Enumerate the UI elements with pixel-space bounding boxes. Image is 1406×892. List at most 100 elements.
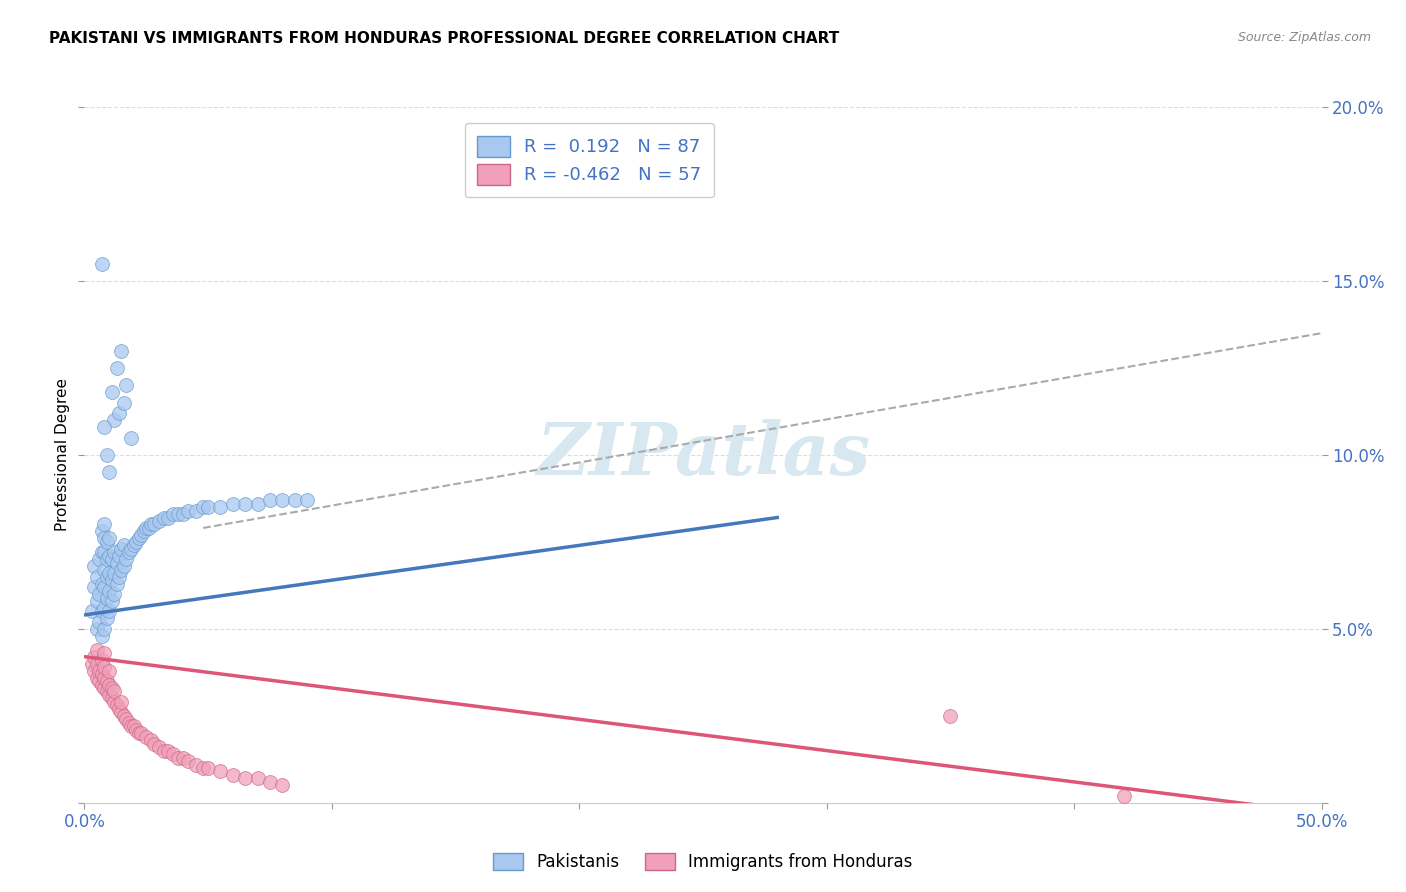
Point xyxy=(118,545,141,559)
Point xyxy=(152,510,174,524)
Point xyxy=(110,541,132,556)
Point xyxy=(103,684,125,698)
Point xyxy=(122,719,145,733)
Point xyxy=(157,744,180,758)
Point xyxy=(112,396,135,410)
Point xyxy=(100,594,122,608)
Point xyxy=(118,715,141,730)
Point xyxy=(167,507,190,521)
Point xyxy=(93,545,115,559)
Point xyxy=(86,642,108,657)
Point xyxy=(98,664,121,678)
Point xyxy=(93,681,115,695)
Point xyxy=(96,674,118,689)
Point xyxy=(115,378,138,392)
Point xyxy=(295,493,318,508)
Point xyxy=(86,671,108,685)
Point xyxy=(89,587,111,601)
Point xyxy=(96,570,118,584)
Point xyxy=(93,580,115,594)
Point xyxy=(98,605,121,619)
Point xyxy=(172,507,194,521)
Point xyxy=(93,517,115,532)
Point xyxy=(120,719,142,733)
Point xyxy=(162,747,184,761)
Point xyxy=(90,576,112,591)
Point xyxy=(103,587,125,601)
Text: Source: ZipAtlas.com: Source: ZipAtlas.com xyxy=(1237,31,1371,45)
Point xyxy=(83,559,105,574)
Point xyxy=(90,629,112,643)
Point xyxy=(105,698,128,713)
Point xyxy=(110,706,132,720)
Point xyxy=(98,583,121,598)
Point xyxy=(89,615,111,629)
Point xyxy=(112,708,135,723)
Point xyxy=(90,605,112,619)
Point xyxy=(93,671,115,685)
Point xyxy=(93,532,115,546)
Point xyxy=(105,556,128,570)
Point xyxy=(110,563,132,577)
Point xyxy=(103,545,125,559)
Point xyxy=(132,524,155,539)
Point xyxy=(89,664,111,678)
Legend: R =  0.192   N = 87, R = -0.462   N = 57: R = 0.192 N = 87, R = -0.462 N = 57 xyxy=(464,123,714,197)
Text: PAKISTANI VS IMMIGRANTS FROM HONDURAS PROFESSIONAL DEGREE CORRELATION CHART: PAKISTANI VS IMMIGRANTS FROM HONDURAS PR… xyxy=(49,31,839,46)
Point xyxy=(86,657,108,671)
Point xyxy=(93,660,115,674)
Point xyxy=(93,601,115,615)
Point xyxy=(96,611,118,625)
Point xyxy=(120,431,142,445)
Point xyxy=(80,605,103,619)
Point xyxy=(86,594,108,608)
Point xyxy=(112,559,135,574)
Text: ZIPatlas: ZIPatlas xyxy=(536,419,870,491)
Point xyxy=(108,406,131,420)
Point xyxy=(98,677,121,691)
Point xyxy=(141,517,163,532)
Point xyxy=(167,750,190,764)
Point xyxy=(197,500,219,514)
Point xyxy=(222,497,245,511)
Point xyxy=(152,744,174,758)
Point xyxy=(90,653,112,667)
Point xyxy=(197,761,219,775)
Point xyxy=(98,566,121,581)
Point xyxy=(172,750,194,764)
Point xyxy=(105,576,128,591)
Point xyxy=(1112,789,1135,803)
Point xyxy=(128,532,150,546)
Point xyxy=(108,549,131,563)
Point xyxy=(100,691,122,706)
Point xyxy=(108,570,131,584)
Point xyxy=(122,538,145,552)
Point xyxy=(96,684,118,698)
Point xyxy=(939,708,962,723)
Point xyxy=(80,657,103,671)
Point xyxy=(105,360,128,375)
Point xyxy=(83,580,105,594)
Point xyxy=(90,667,112,681)
Point xyxy=(83,649,105,664)
Point xyxy=(96,552,118,566)
Point xyxy=(162,507,184,521)
Point xyxy=(135,730,157,744)
Point xyxy=(141,733,163,747)
Point xyxy=(103,695,125,709)
Point xyxy=(89,552,111,566)
Point xyxy=(103,566,125,581)
Point xyxy=(142,517,165,532)
Point xyxy=(86,570,108,584)
Point xyxy=(120,541,142,556)
Point xyxy=(90,545,112,559)
Point xyxy=(177,503,200,517)
Point xyxy=(90,256,112,270)
Point xyxy=(222,768,245,782)
Point xyxy=(177,754,200,768)
Point xyxy=(138,521,160,535)
Point xyxy=(142,737,165,751)
Point xyxy=(284,493,307,508)
Point xyxy=(115,712,138,726)
Point xyxy=(98,549,121,563)
